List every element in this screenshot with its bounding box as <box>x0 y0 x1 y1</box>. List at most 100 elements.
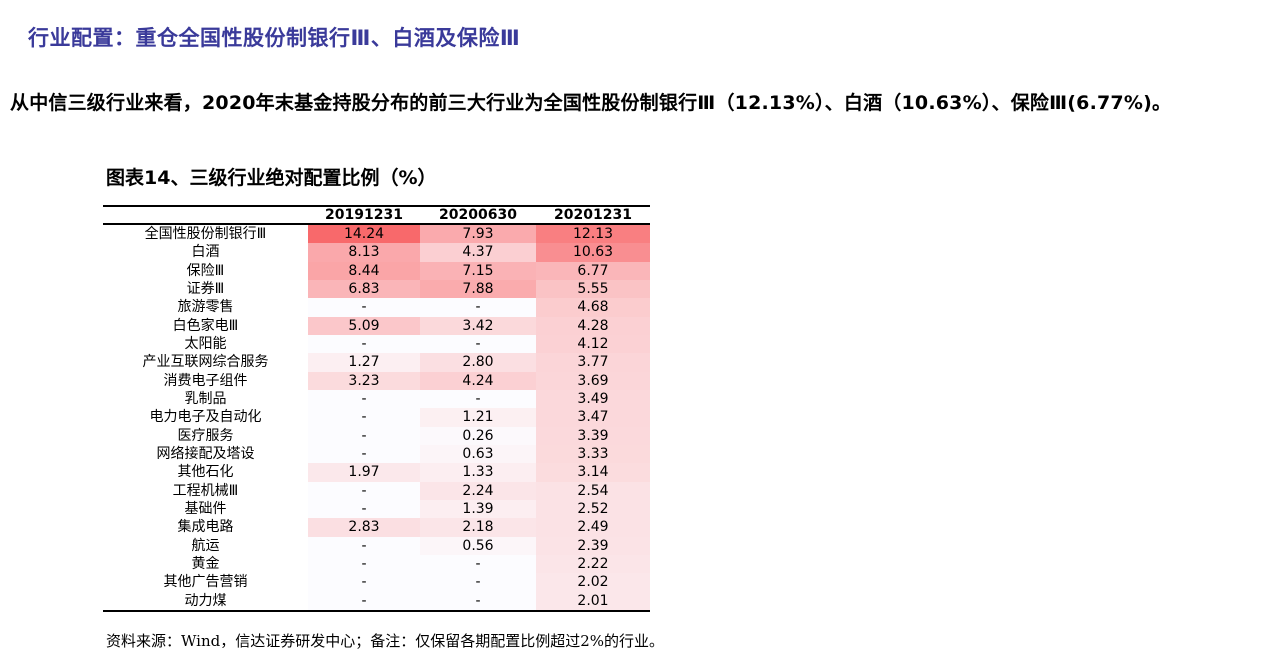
value-cell: 0.63 <box>420 444 536 464</box>
table-row: 乳制品 - -3.49 <box>103 389 650 409</box>
value-cell: - <box>308 408 420 427</box>
value-cell: 3.42 <box>420 316 536 335</box>
value-cell: 4.28 <box>536 316 650 335</box>
source-note: 资料来源：Wind，信达证券研发中心；备注：仅保留各期配置比例超过2%的行业。 <box>106 632 665 650</box>
table-row: 其他石化 1.97 1.33 3.14 <box>103 463 650 482</box>
table-row: 保险Ⅲ 8.44 7.15 6.77 <box>103 261 650 280</box>
value-cell: 2.49 <box>536 518 650 537</box>
table-row: 白色家电Ⅲ 5.09 3.42 4.28 <box>103 316 650 335</box>
value-cell: - <box>308 389 420 409</box>
value-cell: - <box>308 499 420 519</box>
value-cell: - <box>308 444 420 464</box>
value-cell: 14.24 <box>308 224 420 244</box>
industry-label: 保险Ⅲ <box>103 261 308 280</box>
industry-label: 航运 <box>103 536 308 555</box>
industry-label: 乳制品 <box>103 389 308 409</box>
figure-title: 图表14、三级行业绝对配置比例（%） <box>106 167 437 189</box>
value-cell: 10.63 <box>536 243 650 262</box>
industry-label: 证券Ⅲ <box>103 279 308 299</box>
table-row: 网络接配及塔设 -0.63 3.33 <box>103 444 650 464</box>
value-cell: 2.54 <box>536 481 650 500</box>
value-cell: 3.39 <box>536 426 650 445</box>
industry-label: 集成电路 <box>103 518 308 537</box>
industry-label: 产业互联网综合服务 <box>103 353 308 372</box>
value-cell: 2.83 <box>308 518 420 537</box>
value-cell: - <box>308 481 420 500</box>
value-cell: 2.22 <box>536 554 650 574</box>
value-cell: 3.49 <box>536 389 650 409</box>
value-cell: 1.33 <box>420 463 536 482</box>
value-cell: - <box>420 573 536 592</box>
table-row: 消费电子组件 3.23 4.24 3.69 <box>103 371 650 390</box>
industry-label: 电力电子及自动化 <box>103 408 308 427</box>
value-cell: 7.93 <box>420 224 536 244</box>
summary-text: 从中信三级行业来看，2020年末基金持股分布的前三大行业为全国性股份制银行Ⅲ（1… <box>10 92 1172 114</box>
value-cell: 3.69 <box>536 371 650 390</box>
value-cell: 3.47 <box>536 408 650 427</box>
value-cell: 7.88 <box>420 279 536 299</box>
value-cell: - <box>308 536 420 555</box>
value-cell: - <box>420 591 536 612</box>
table-row: 其他广告营销 - -2.02 <box>103 573 650 592</box>
table-row: 全国性股份制银行Ⅲ 14.24 7.93 12.13 <box>103 224 650 244</box>
value-cell: - <box>308 426 420 445</box>
industry-label: 医疗服务 <box>103 426 308 445</box>
value-cell: 5.55 <box>536 279 650 299</box>
value-cell: 4.68 <box>536 298 650 317</box>
value-cell: 3.33 <box>536 444 650 464</box>
value-cell: 4.12 <box>536 334 650 354</box>
table-row: 旅游零售 - -4.68 <box>103 298 650 317</box>
value-cell: 3.14 <box>536 463 650 482</box>
value-cell: 1.27 <box>308 353 420 372</box>
table-row: 基础件 -1.39 2.52 <box>103 499 650 519</box>
table-row: 医疗服务 -0.26 3.39 <box>103 426 650 445</box>
table-row: 动力煤 - -2.01 <box>103 591 650 612</box>
industry-label: 旅游零售 <box>103 298 308 317</box>
value-cell: 1.21 <box>420 408 536 427</box>
table-row: 航运 -0.56 2.39 <box>103 536 650 555</box>
value-cell: - <box>420 389 536 409</box>
value-cell: 5.09 <box>308 316 420 335</box>
value-cell: 6.77 <box>536 261 650 280</box>
table-row: 证券Ⅲ 6.83 7.88 5.55 <box>103 279 650 299</box>
value-cell: 2.52 <box>536 499 650 519</box>
value-cell: 2.80 <box>420 353 536 372</box>
value-cell: 4.24 <box>420 371 536 390</box>
value-cell: 2.24 <box>420 481 536 500</box>
value-cell: - <box>420 554 536 574</box>
industry-label: 全国性股份制银行Ⅲ <box>103 224 308 244</box>
value-cell: 1.97 <box>308 463 420 482</box>
column-header: 20191231 <box>308 205 420 225</box>
table-row: 黄金 - -2.22 <box>103 554 650 574</box>
value-cell: 2.39 <box>536 536 650 555</box>
allocation-table: 20191231 20200630 20201231 全国性股份制银行Ⅲ 14.24 7… <box>103 205 650 612</box>
value-cell: - <box>308 334 420 354</box>
value-cell: 6.83 <box>308 279 420 299</box>
value-cell: - <box>420 298 536 317</box>
industry-label: 太阳能 <box>103 334 308 354</box>
value-cell: 8.13 <box>308 243 420 262</box>
value-cell: 0.56 <box>420 536 536 555</box>
table-row: 电力电子及自动化 -1.21 3.47 <box>103 408 650 427</box>
industry-label: 黄金 <box>103 554 308 574</box>
table-header-row: 20191231 20200630 20201231 <box>103 205 650 225</box>
industry-label: 其他广告营销 <box>103 573 308 592</box>
column-header: 20200630 <box>420 205 536 225</box>
value-cell: 12.13 <box>536 224 650 244</box>
value-cell: 1.39 <box>420 499 536 519</box>
value-cell: - <box>308 591 420 612</box>
table-row: 太阳能 - -4.12 <box>103 334 650 354</box>
value-cell: 3.23 <box>308 371 420 390</box>
value-cell: - <box>308 554 420 574</box>
value-cell: 2.02 <box>536 573 650 592</box>
industry-label: 白酒 <box>103 243 308 262</box>
table-row: 工程机械Ⅲ -2.24 2.54 <box>103 481 650 500</box>
value-cell: 0.26 <box>420 426 536 445</box>
value-cell: - <box>308 573 420 592</box>
value-cell: 3.77 <box>536 353 650 372</box>
industry-label: 基础件 <box>103 499 308 519</box>
value-cell: 8.44 <box>308 261 420 280</box>
industry-label: 其他石化 <box>103 463 308 482</box>
column-header: 20201231 <box>536 205 650 225</box>
table-row: 白酒 8.13 4.37 10.63 <box>103 243 650 262</box>
